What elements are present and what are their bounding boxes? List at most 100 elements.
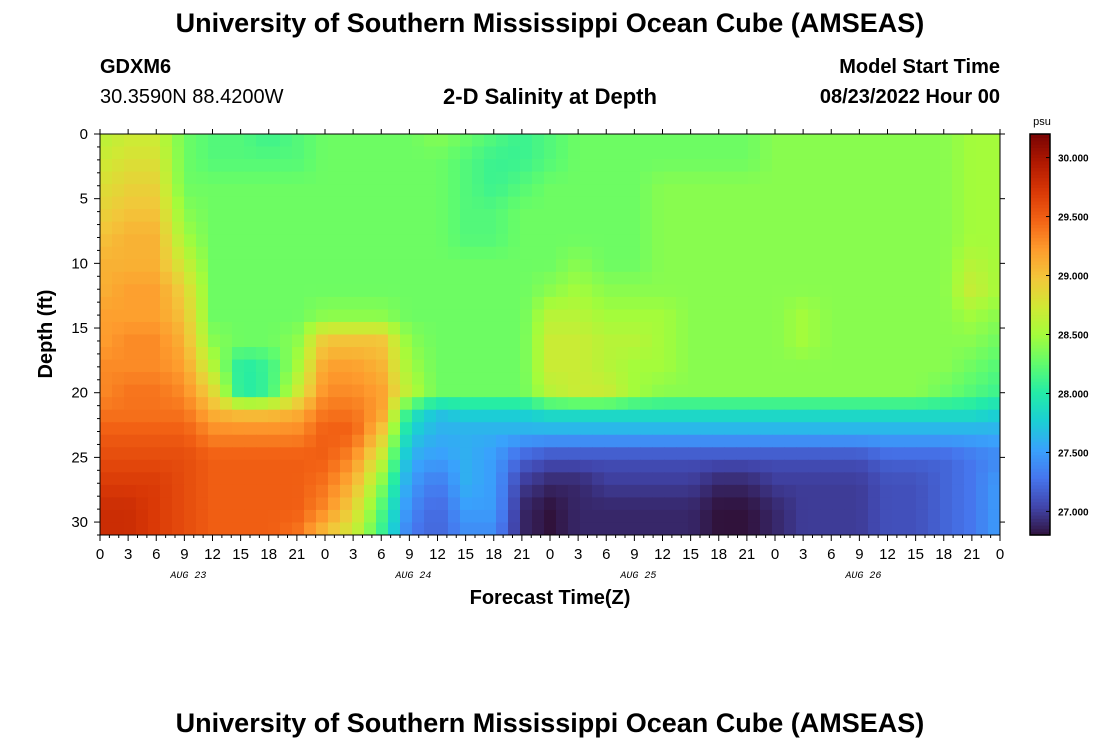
heatmap-cell bbox=[532, 522, 545, 535]
heatmap-cell bbox=[976, 384, 989, 398]
heatmap-cell bbox=[208, 422, 221, 436]
heatmap-cell bbox=[376, 221, 389, 235]
colorbar-segment bbox=[1030, 468, 1050, 473]
heatmap-cell bbox=[184, 384, 197, 398]
heatmap-cell bbox=[892, 422, 905, 436]
heatmap-cell bbox=[592, 171, 605, 185]
heatmap-cell bbox=[676, 234, 689, 248]
heatmap-cell bbox=[868, 134, 881, 148]
heatmap-cell bbox=[400, 422, 413, 436]
heatmap-cell bbox=[676, 422, 689, 436]
heatmap-cell bbox=[988, 321, 1000, 336]
colorbar-segment bbox=[1030, 404, 1050, 409]
heatmap-cell bbox=[220, 522, 233, 535]
heatmap-cell bbox=[856, 159, 869, 173]
heatmap-cell bbox=[388, 497, 401, 511]
heatmap-cell bbox=[352, 347, 365, 361]
heatmap-cell bbox=[880, 234, 893, 248]
heatmap-cell bbox=[436, 171, 449, 185]
heatmap-cell bbox=[784, 196, 797, 210]
heatmap-cell bbox=[916, 497, 929, 511]
x-tick-label: 9 bbox=[405, 546, 413, 563]
heatmap-cell bbox=[616, 321, 629, 336]
heatmap-cell bbox=[220, 209, 233, 223]
heatmap-cell bbox=[436, 434, 449, 448]
heatmap-cell bbox=[484, 159, 497, 173]
heatmap-cell bbox=[496, 246, 509, 260]
colorbar-segment bbox=[1030, 371, 1050, 376]
heatmap-cell bbox=[604, 447, 617, 461]
heatmap-cell bbox=[820, 359, 833, 373]
colorbar-segment bbox=[1030, 508, 1050, 513]
heatmap-cell bbox=[772, 221, 785, 235]
heatmap-cell bbox=[328, 259, 341, 273]
heatmap-cell bbox=[124, 497, 137, 511]
heatmap-cell bbox=[820, 347, 833, 361]
heatmap-cell bbox=[808, 347, 821, 361]
heatmap-cell bbox=[784, 372, 797, 386]
colorbar-segment bbox=[1030, 144, 1050, 148]
heatmap-cell bbox=[412, 159, 425, 173]
colorbar-segment bbox=[1030, 254, 1050, 259]
heatmap-cell bbox=[100, 171, 113, 185]
heatmap-cell bbox=[232, 259, 245, 273]
heatmap-cell bbox=[460, 497, 473, 511]
heatmap-cell bbox=[112, 447, 125, 461]
heatmap-cell bbox=[568, 434, 581, 448]
heatmap-cell bbox=[748, 484, 761, 499]
heatmap-cell bbox=[976, 196, 989, 210]
heatmap-cell bbox=[688, 146, 701, 160]
heatmap-cell bbox=[136, 146, 149, 160]
heatmap-cell bbox=[364, 434, 377, 448]
heatmap-cell bbox=[328, 246, 341, 260]
heatmap-cell bbox=[928, 397, 941, 411]
heatmap-cell bbox=[856, 447, 869, 461]
heatmap-cell bbox=[208, 409, 221, 423]
heatmap-cell bbox=[892, 159, 905, 173]
heatmap-cell bbox=[508, 184, 521, 198]
heatmap-cell bbox=[664, 509, 677, 524]
heatmap-cell bbox=[472, 472, 485, 486]
heatmap-cell bbox=[328, 397, 341, 411]
heatmap-cell bbox=[916, 509, 929, 524]
colorbar-segment bbox=[1030, 491, 1050, 496]
heatmap-cell bbox=[400, 171, 413, 185]
heatmap-cell bbox=[736, 271, 749, 285]
heatmap-cell bbox=[892, 434, 905, 448]
heatmap-cell bbox=[952, 434, 965, 448]
heatmap-cell bbox=[484, 309, 497, 323]
heatmap-cell bbox=[388, 159, 401, 173]
heatmap-cell bbox=[952, 509, 965, 524]
heatmap-cell bbox=[844, 497, 857, 511]
heatmap-cell bbox=[424, 347, 437, 361]
heatmap-cell bbox=[220, 234, 233, 248]
heatmap-cell bbox=[640, 472, 653, 486]
heatmap-cell bbox=[364, 309, 377, 323]
heatmap-cell bbox=[568, 146, 581, 160]
heatmap-cell bbox=[340, 334, 353, 348]
heatmap-cell bbox=[412, 484, 425, 499]
heatmap-cell bbox=[496, 484, 509, 499]
heatmap-cell bbox=[844, 509, 857, 524]
heatmap-cell bbox=[364, 296, 377, 311]
heatmap-cell bbox=[772, 159, 785, 173]
colorbar-tick-label: 28.000 bbox=[1058, 389, 1089, 400]
heatmap-cell bbox=[220, 434, 233, 448]
heatmap-cell bbox=[424, 409, 437, 423]
heatmap-cell bbox=[844, 184, 857, 198]
heatmap-cell bbox=[952, 321, 965, 336]
heatmap-cell bbox=[712, 347, 725, 361]
heatmap-cell bbox=[112, 134, 125, 148]
colorbar-segment bbox=[1030, 277, 1050, 282]
heatmap-cell bbox=[628, 472, 641, 486]
heatmap-cell bbox=[940, 309, 953, 323]
heatmap-cell bbox=[184, 146, 197, 160]
heatmap-cell bbox=[880, 259, 893, 273]
heatmap-cell bbox=[352, 246, 365, 260]
heatmap-cell bbox=[256, 409, 269, 423]
heatmap-cell bbox=[832, 447, 845, 461]
heatmap-cell bbox=[388, 221, 401, 235]
heatmap-cell bbox=[796, 459, 809, 473]
colorbar-segment bbox=[1030, 408, 1050, 412]
heatmap-cell bbox=[112, 184, 125, 198]
